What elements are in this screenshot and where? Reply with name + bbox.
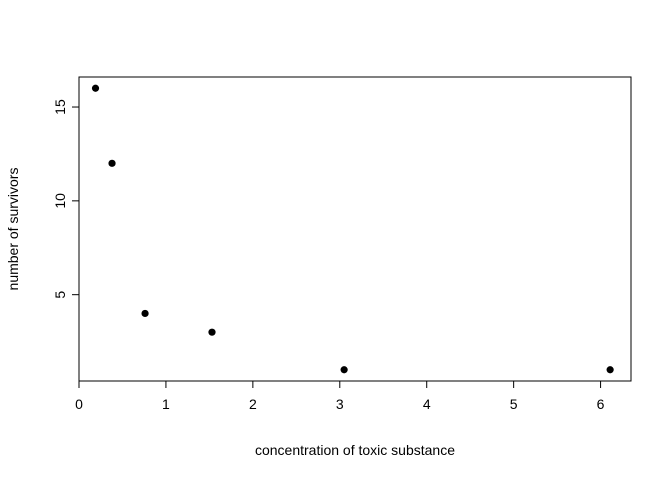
y-axis: 5 10 15 — [52, 99, 80, 299]
x-tick-label: 4 — [423, 396, 431, 412]
x-axis-label: concentration of toxic substance — [255, 442, 455, 458]
y-axis-label: number of survivors — [5, 168, 21, 291]
data-point — [340, 366, 348, 374]
data-point — [208, 328, 216, 336]
x-tick-label: 0 — [75, 396, 83, 412]
data-points — [91, 84, 614, 374]
data-point — [606, 366, 614, 374]
data-point — [108, 159, 116, 167]
data-point — [91, 84, 100, 92]
data-point — [141, 309, 149, 318]
x-tick-label: 5 — [510, 396, 518, 412]
x-tick-label: 6 — [597, 396, 605, 412]
y-tick-label: 15 — [52, 99, 68, 115]
y-tick-label: 10 — [52, 193, 68, 209]
x-tick-label: 3 — [336, 396, 344, 412]
x-tick-label: 2 — [249, 396, 257, 412]
y-tick-label: 5 — [52, 291, 68, 299]
x-axis: 0 1 2 3 4 5 6 — [75, 380, 605, 412]
plot-frame — [78, 76, 632, 382]
x-tick-label: 1 — [162, 396, 170, 412]
